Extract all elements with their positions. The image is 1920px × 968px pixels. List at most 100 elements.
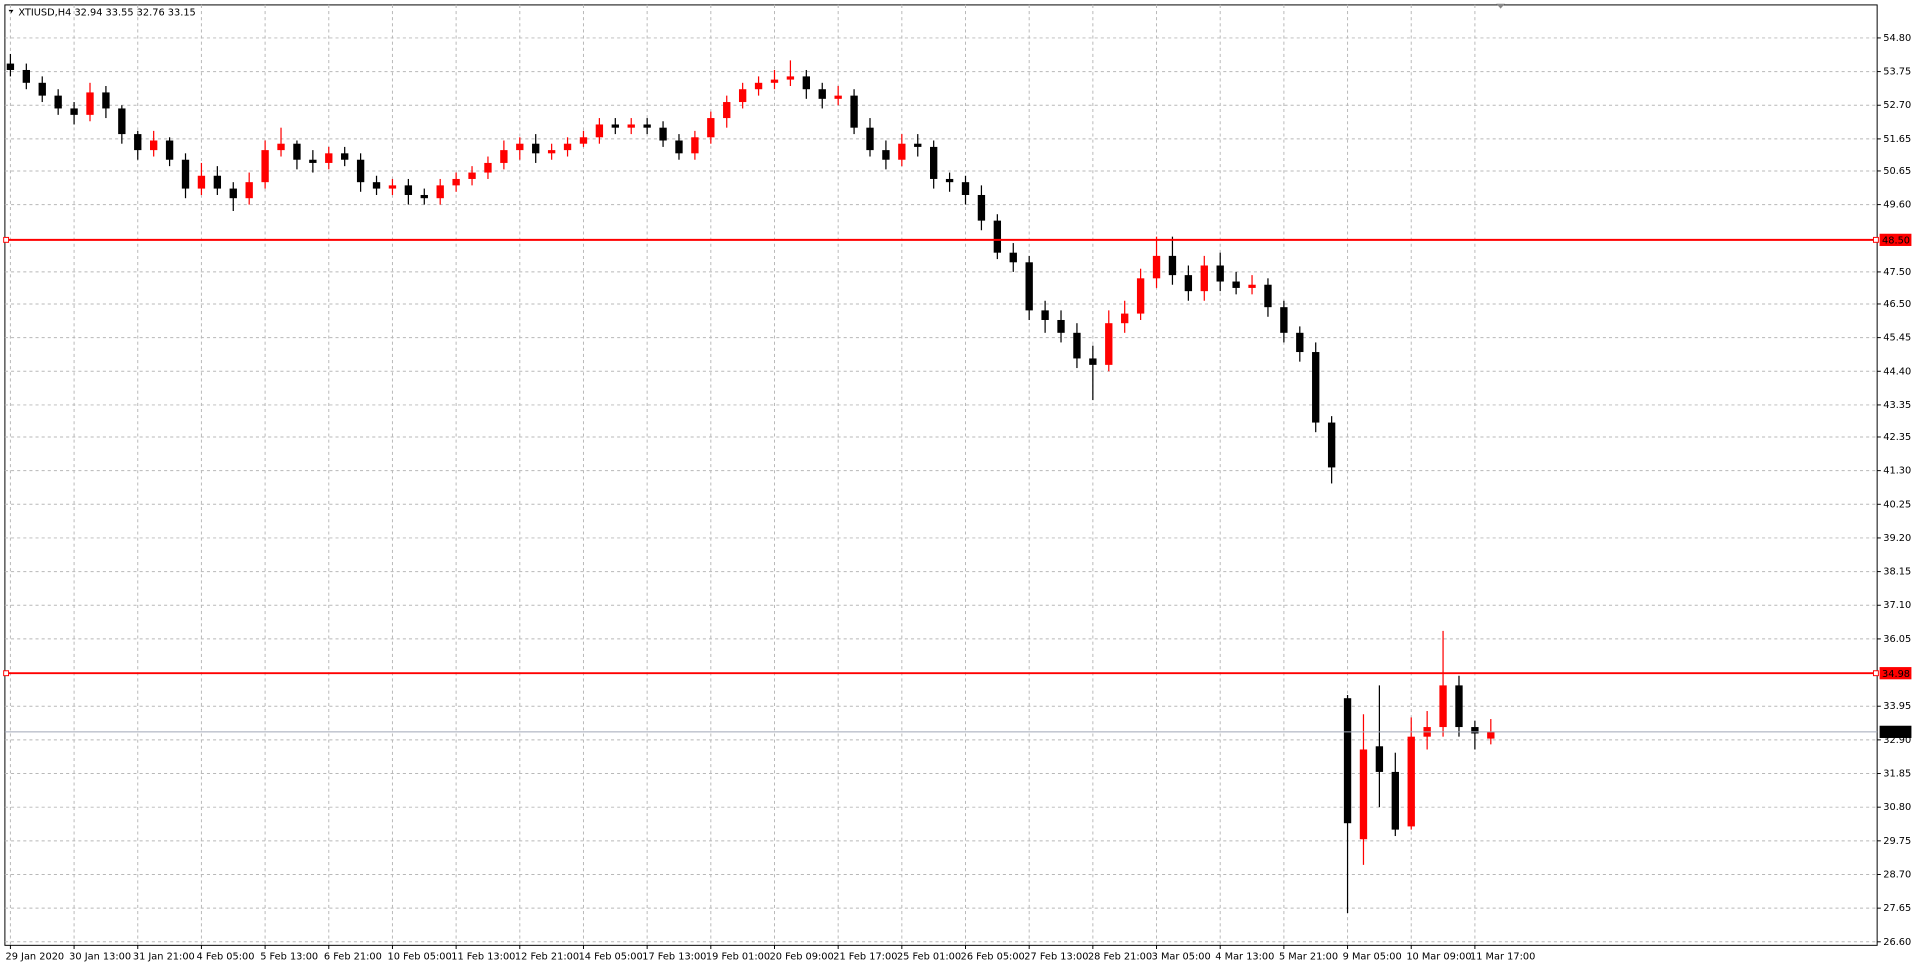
candle-body [1248, 284, 1256, 288]
y-tick-label: 52.70 [1883, 100, 1911, 111]
x-tick-label: 14 Feb 05:00 [579, 951, 643, 962]
level-anchor [3, 670, 10, 677]
candle-body [1009, 252, 1017, 263]
candle-body [1375, 746, 1384, 772]
plot-frame [4, 4, 1878, 946]
candle-body [818, 89, 826, 99]
candle-body [1296, 332, 1304, 353]
candle-body [834, 95, 842, 99]
x-tick-label: 5 Mar 21:00 [1279, 951, 1338, 962]
candle-body [277, 143, 285, 151]
price-tag-label: 48.50 [1882, 235, 1910, 246]
candle-body [1455, 685, 1463, 728]
x-tick-label: 31 Jan 21:00 [133, 951, 195, 962]
y-tick-label: 26.60 [1883, 937, 1911, 948]
y-tick-label: 31.85 [1883, 769, 1911, 780]
y-tick-label: 50.65 [1883, 166, 1911, 177]
candle-body [659, 127, 667, 141]
x-tick-label: 9 Mar 05:00 [1343, 951, 1402, 962]
x-tick-label: 4 Mar 13:00 [1215, 951, 1274, 962]
candle-body [86, 92, 94, 115]
candle-body [770, 79, 779, 83]
candle-body [786, 76, 795, 80]
candle-body [372, 182, 381, 189]
price-tag [1879, 667, 1912, 680]
y-tick-label: 39.20 [1883, 533, 1911, 544]
candle-body [1041, 310, 1049, 320]
candle-body [802, 76, 810, 90]
candle-body [70, 108, 78, 115]
x-tick-label: 10 Mar 09:00 [1406, 951, 1471, 962]
candle-body [547, 150, 556, 154]
candle-body [1121, 313, 1129, 324]
candle-body [1105, 323, 1113, 365]
y-tick-label: 43.35 [1883, 400, 1911, 411]
candle-body [261, 150, 269, 183]
candle-body [181, 159, 190, 189]
candle-body [213, 175, 222, 189]
y-tick-label: 49.60 [1883, 200, 1911, 211]
candle-body [1089, 358, 1097, 365]
y-tick-label: 36.05 [1883, 634, 1911, 645]
candle-body [1232, 281, 1240, 288]
x-tick-label: 25 Feb 01:00 [897, 951, 961, 962]
x-tick-label: 5 Feb 13:00 [260, 951, 318, 962]
y-tick-label: 32.90 [1883, 735, 1911, 746]
y-tick-label: 51.65 [1883, 134, 1911, 145]
x-tick-label: 21 Feb 17:00 [833, 951, 897, 962]
price-tag-label: 33.15 [1882, 727, 1910, 738]
candle-body [977, 194, 986, 221]
x-tick-label: 19 Feb 01:00 [706, 951, 770, 962]
candle-body [293, 143, 301, 160]
candle-body [675, 140, 683, 154]
y-tick-label: 41.30 [1883, 466, 1911, 477]
candle-body [930, 146, 938, 179]
candle-body [707, 118, 715, 138]
candle-body [420, 194, 428, 199]
shift-marker[interactable] [1496, 3, 1505, 9]
y-tick-label: 53.75 [1883, 67, 1911, 78]
candle-body [1184, 275, 1193, 292]
candle-body [150, 140, 158, 151]
y-tick-label: 30.80 [1883, 802, 1911, 813]
y-tick-label: 38.15 [1883, 567, 1911, 578]
price-tag-label: 34.98 [1882, 669, 1910, 680]
x-tick-label: 11 Mar 17:00 [1470, 951, 1535, 962]
candle-body [356, 159, 365, 183]
candle-body [1487, 731, 1495, 739]
candle-body [1057, 319, 1065, 333]
candle-body [309, 159, 317, 163]
candle-body [1073, 332, 1081, 359]
menu-arrow[interactable] [8, 9, 14, 14]
candle-body [850, 95, 858, 128]
price-tag [1879, 725, 1912, 738]
level-anchor [3, 236, 10, 243]
x-tick-label: 29 Jan 2020 [6, 951, 65, 962]
candle-body [1168, 255, 1177, 276]
candle-body [468, 172, 476, 179]
symbol-header: XTIUSD,H4 32.94 33.55 32.76 33.15 [18, 7, 195, 18]
candle-body [452, 178, 460, 186]
candle-body [404, 185, 413, 195]
candle-body [6, 63, 15, 70]
candle-body [754, 82, 763, 90]
x-tick-label: 30 Jan 13:00 [69, 951, 131, 962]
candle-body [38, 82, 46, 96]
y-tick-label: 47.50 [1883, 267, 1911, 278]
candle-body [1200, 265, 1208, 292]
candle-body [229, 188, 237, 199]
y-tick-label: 42.35 [1883, 432, 1911, 443]
candle-body [1343, 698, 1352, 824]
y-tick-label: 33.95 [1883, 701, 1911, 712]
level-anchor [1872, 670, 1879, 677]
candle-body [1280, 307, 1288, 333]
x-tick-label: 3 Mar 05:00 [1152, 951, 1211, 962]
candles [6, 53, 1495, 913]
x-tick-label: 4 Feb 05:00 [197, 951, 255, 962]
candle-body [1312, 352, 1320, 423]
candle-body [1025, 262, 1033, 311]
candle-body [563, 143, 572, 151]
y-tick-label: 37.10 [1883, 600, 1911, 611]
candle-body [500, 150, 508, 163]
